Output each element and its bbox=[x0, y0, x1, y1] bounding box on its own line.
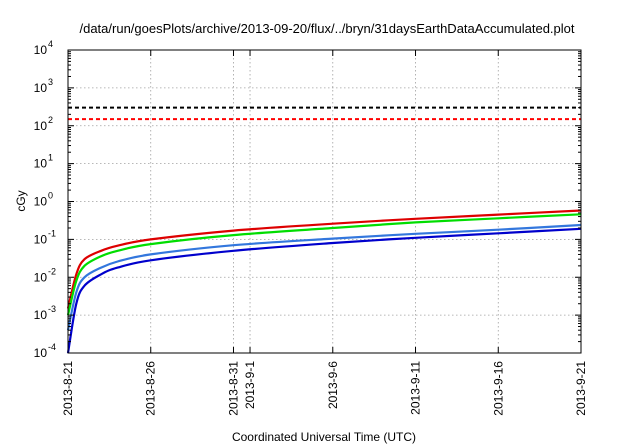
x-tick-label: 2013-9-21 bbox=[574, 361, 588, 416]
y-tick-exponent: -2 bbox=[48, 266, 56, 276]
x-axis-label: Coordinated Universal Time (UTC) bbox=[232, 430, 416, 444]
y-tick-exponent: 3 bbox=[48, 77, 53, 87]
y-tick-label: 10 bbox=[34, 195, 48, 209]
x-tick-label: 2013-8-31 bbox=[226, 361, 240, 416]
series-line bbox=[66, 213, 582, 316]
y-tick-label: 10 bbox=[34, 157, 48, 171]
series-line bbox=[66, 209, 582, 309]
x-tick-label: 2013-9-16 bbox=[491, 361, 505, 416]
y-tick-label: 10 bbox=[34, 43, 48, 57]
y-tick-label: 10 bbox=[34, 232, 48, 246]
y-tick-exponent: -3 bbox=[48, 304, 56, 314]
y-tick-exponent: 1 bbox=[48, 153, 53, 163]
y-tick-label: 10 bbox=[34, 270, 48, 284]
x-tick-label: 2013-9-1 bbox=[243, 361, 257, 409]
series-line bbox=[66, 227, 582, 354]
grid bbox=[68, 50, 581, 353]
y-tick-label: 10 bbox=[34, 308, 48, 322]
x-tick-label: 2013-9-6 bbox=[326, 361, 340, 409]
series-lines bbox=[66, 209, 582, 354]
chart-title: /data/run/goesPlots/archive/2013-09-20/f… bbox=[79, 21, 574, 36]
y-tick-exponent: 4 bbox=[48, 39, 53, 49]
y-tick-label: 10 bbox=[34, 81, 48, 95]
x-tick-label: 2013-8-26 bbox=[144, 361, 158, 416]
y-tick-exponent: 0 bbox=[48, 191, 53, 201]
reference-lines bbox=[68, 106, 581, 121]
x-axis-ticks: 2013-8-21 2013-8-26 2013-8-31 2013-9-1 2013-… bbox=[61, 50, 588, 416]
y-tick-exponent: 2 bbox=[48, 115, 53, 125]
y-tick-label: 10 bbox=[34, 346, 48, 360]
y-tick-exponent: -1 bbox=[48, 228, 56, 238]
y-axis-label: cGy bbox=[14, 190, 28, 211]
y-tick-exponent: -4 bbox=[48, 342, 56, 352]
series-line bbox=[66, 223, 582, 331]
x-tick-label: 2013-8-21 bbox=[61, 361, 75, 416]
x-tick-label: 2013-9-11 bbox=[409, 361, 423, 415]
y-tick-label: 10 bbox=[34, 119, 48, 133]
